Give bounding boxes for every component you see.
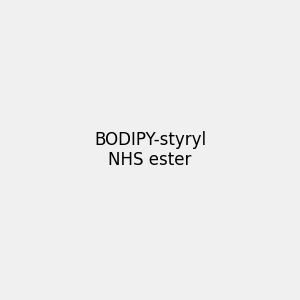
Text: BODIPY-styryl
NHS ester: BODIPY-styryl NHS ester <box>94 130 206 170</box>
